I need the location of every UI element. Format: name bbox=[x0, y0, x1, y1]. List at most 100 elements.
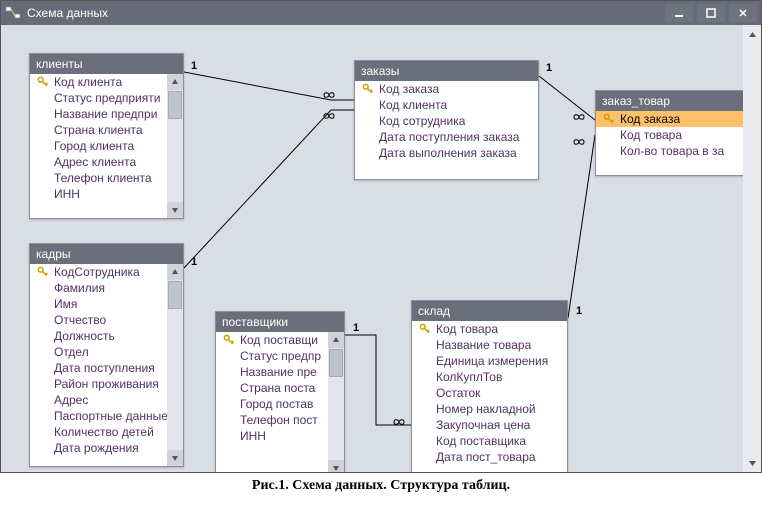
field-list: Код товара Название товараЕдиница измерен… bbox=[412, 321, 567, 472]
table-scrollbar[interactable] bbox=[167, 74, 183, 218]
scroll-thumb[interactable] bbox=[168, 91, 182, 119]
field-row[interactable]: Телефон клиента bbox=[30, 170, 167, 186]
field-row[interactable]: Дата рождения bbox=[30, 440, 167, 456]
field-row[interactable]: Код поставщи bbox=[216, 332, 328, 348]
table-scrollbar[interactable] bbox=[167, 264, 183, 466]
field-row[interactable]: Дата выполнения заказа bbox=[355, 145, 538, 161]
field-row[interactable]: Код товара bbox=[596, 127, 743, 143]
field-row[interactable]: Город постав bbox=[216, 396, 328, 412]
data-schema-window: Схема данных 11111 клиентыКод клиентаСта… bbox=[0, 0, 762, 473]
table-body: КодСотрудникаФамилияИмяОтчествоДолжность… bbox=[30, 264, 183, 466]
field-row[interactable]: КолКуплТов bbox=[412, 369, 567, 385]
field-row[interactable]: Отчество bbox=[30, 312, 167, 328]
field-row[interactable]: Код товара bbox=[412, 321, 567, 337]
field-row[interactable]: Дата пост_товара bbox=[412, 449, 567, 465]
field-row[interactable]: Дата поступления заказа bbox=[355, 129, 538, 145]
field-row[interactable]: Закупочная цена bbox=[412, 417, 567, 433]
table-header[interactable]: заказ_товар bbox=[596, 91, 743, 111]
cardinality-one: 1 bbox=[191, 60, 197, 72]
scroll-track[interactable] bbox=[167, 310, 183, 450]
field-row[interactable]: Телефон пост bbox=[216, 412, 328, 428]
maximize-button[interactable] bbox=[697, 4, 725, 22]
relationships-icon bbox=[5, 5, 21, 21]
relationship-line[interactable] bbox=[184, 72, 354, 100]
scroll-up-icon[interactable] bbox=[167, 264, 183, 280]
field-label: Дата поступления bbox=[50, 361, 155, 375]
field-row[interactable]: Название товара bbox=[412, 337, 567, 353]
field-row[interactable]: Отдел bbox=[30, 344, 167, 360]
relationship-line[interactable] bbox=[184, 110, 354, 268]
field-label: Район проживания bbox=[50, 377, 159, 391]
field-row[interactable]: Страна клиента bbox=[30, 122, 167, 138]
scroll-down-icon[interactable] bbox=[328, 460, 344, 472]
table-header[interactable]: поставщики bbox=[216, 312, 344, 332]
table-suppliers[interactable]: поставщикиКод поставщиСтатус предпрНазва… bbox=[215, 311, 345, 472]
scroll-up-icon[interactable] bbox=[328, 332, 344, 348]
scroll-down-icon[interactable] bbox=[167, 202, 183, 218]
minimize-button[interactable] bbox=[665, 4, 693, 22]
field-row[interactable]: КодСотрудника bbox=[30, 264, 167, 280]
field-row[interactable]: Дата поступления bbox=[30, 360, 167, 376]
relationship-line[interactable] bbox=[345, 335, 411, 425]
field-row[interactable]: Название пре bbox=[216, 364, 328, 380]
table-header[interactable]: заказы bbox=[355, 61, 538, 81]
table-clients[interactable]: клиентыКод клиентаСтатус предприятиНазва… bbox=[29, 53, 184, 219]
table-staff[interactable]: кадрыКодСотрудникаФамилияИмяОтчествоДолж… bbox=[29, 243, 184, 467]
field-row[interactable]: Код сотрудника bbox=[355, 113, 538, 129]
field-row[interactable]: Кол-во товара в за bbox=[596, 143, 743, 159]
field-list: Код заказаКод товараКол-во товара в за bbox=[596, 111, 743, 175]
table-orders[interactable]: заказыКод заказаКод клиентаКод сотрудник… bbox=[354, 60, 539, 180]
relationship-line[interactable] bbox=[568, 135, 595, 318]
field-label: Код товара bbox=[432, 322, 498, 336]
field-row[interactable]: Количество детей bbox=[30, 424, 167, 440]
field-row[interactable]: Название предпри bbox=[30, 106, 167, 122]
table-order_goods[interactable]: заказ_товарКод заказаКод товараКол-во то… bbox=[595, 90, 743, 176]
scroll-up-arrow[interactable] bbox=[743, 25, 761, 43]
relationship-line[interactable] bbox=[539, 76, 595, 120]
scroll-thumb[interactable] bbox=[168, 281, 182, 309]
field-row[interactable]: Статус предприяти bbox=[30, 90, 167, 106]
field-row[interactable]: ИНН bbox=[216, 428, 328, 444]
scroll-track[interactable] bbox=[743, 43, 761, 454]
field-row[interactable]: Единица измерения bbox=[412, 353, 567, 369]
field-row[interactable]: Номер накладной bbox=[412, 401, 567, 417]
field-row[interactable]: Статус предпр bbox=[216, 348, 328, 364]
field-list: КодСотрудникаФамилияИмяОтчествоДолжность… bbox=[30, 264, 167, 466]
field-row[interactable]: Адрес bbox=[30, 392, 167, 408]
field-label: КодСотрудника bbox=[50, 265, 140, 279]
close-button[interactable] bbox=[729, 4, 757, 22]
field-label: Имя bbox=[50, 297, 77, 311]
scroll-down-arrow[interactable] bbox=[743, 454, 761, 472]
field-row[interactable]: Код поставщика bbox=[412, 433, 567, 449]
field-row[interactable]: Паспортные данные bbox=[30, 408, 167, 424]
field-row[interactable]: Страна поста bbox=[216, 380, 328, 396]
field-label: Адрес клиента bbox=[50, 155, 136, 169]
table-header[interactable]: клиенты bbox=[30, 54, 183, 74]
field-row[interactable]: Код клиента bbox=[355, 97, 538, 113]
table-header[interactable]: склад bbox=[412, 301, 567, 321]
schema-canvas[interactable]: 11111 клиентыКод клиентаСтатус предприят… bbox=[1, 25, 743, 472]
table-stock[interactable]: складКод товара Название товараЕдиница из… bbox=[411, 300, 568, 472]
field-row[interactable]: ИНН bbox=[30, 186, 167, 202]
field-row[interactable]: Район проживания bbox=[30, 376, 167, 392]
field-row[interactable]: Код заказа bbox=[596, 111, 743, 127]
field-row[interactable]: Адрес клиента bbox=[30, 154, 167, 170]
titlebar[interactable]: Схема данных bbox=[1, 1, 761, 25]
field-row[interactable]: Код клиента bbox=[30, 74, 167, 90]
scroll-up-icon[interactable] bbox=[167, 74, 183, 90]
window-scrollbar[interactable] bbox=[743, 25, 761, 472]
table-scrollbar[interactable] bbox=[328, 332, 344, 472]
scroll-thumb[interactable] bbox=[329, 349, 343, 377]
field-row[interactable]: Имя bbox=[30, 296, 167, 312]
field-label: Название товара bbox=[432, 338, 531, 352]
scroll-track[interactable] bbox=[167, 120, 183, 202]
table-body: Код поставщиСтатус предпрНазвание преСтр… bbox=[216, 332, 344, 472]
scroll-down-icon[interactable] bbox=[167, 450, 183, 466]
field-row[interactable]: Остаток bbox=[412, 385, 567, 401]
field-row[interactable]: Город клиента bbox=[30, 138, 167, 154]
field-row[interactable]: Фамилия bbox=[30, 280, 167, 296]
table-header[interactable]: кадры bbox=[30, 244, 183, 264]
field-row[interactable]: Должность bbox=[30, 328, 167, 344]
field-row[interactable]: Код заказа bbox=[355, 81, 538, 97]
scroll-track[interactable] bbox=[328, 378, 344, 460]
